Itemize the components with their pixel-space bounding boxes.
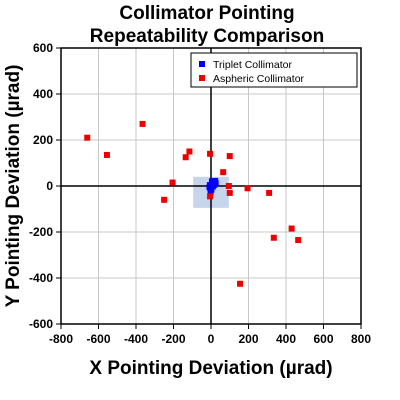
legend-box bbox=[190, 52, 358, 88]
x-tick-label: 600 bbox=[313, 332, 333, 346]
aspheric-point bbox=[161, 196, 168, 203]
aspheric-point bbox=[295, 237, 302, 244]
aspheric-point bbox=[220, 169, 227, 176]
y-axis-label: Y Pointing Deviation (µrad) bbox=[3, 65, 24, 308]
aspheric-point bbox=[266, 189, 273, 196]
y-tick-label: 200 bbox=[33, 133, 53, 147]
chart-title-line-1: Collimator Pointing bbox=[119, 3, 294, 24]
y-tick-label: 0 bbox=[46, 179, 53, 193]
aspheric-point bbox=[139, 120, 146, 127]
legend-label: Aspheric Collimator bbox=[213, 73, 305, 85]
triplet-point bbox=[207, 188, 214, 195]
aspheric-point bbox=[270, 234, 277, 241]
aspheric-point bbox=[182, 154, 189, 161]
y-tick-label: -600 bbox=[29, 317, 53, 331]
x-tick-label: 200 bbox=[238, 332, 258, 346]
x-tick-label: -800 bbox=[49, 332, 73, 346]
x-tick-label: -600 bbox=[86, 332, 110, 346]
aspheric-point bbox=[226, 153, 233, 160]
x-tick-label: 0 bbox=[208, 332, 215, 346]
plot-area: -800 -600 -400 -200 0 200 400 600 800-600-400-20… bbox=[29, 41, 371, 346]
aspheric-point bbox=[186, 148, 193, 155]
legend-marker bbox=[199, 75, 205, 81]
legend-marker bbox=[199, 61, 205, 67]
triplet-point bbox=[212, 177, 219, 184]
x-tick-label: -400 bbox=[124, 332, 148, 346]
aspheric-point bbox=[225, 183, 232, 189]
aspheric-point bbox=[103, 151, 110, 158]
aspheric-point bbox=[84, 134, 91, 141]
y-tick-label: 600 bbox=[33, 41, 53, 55]
aspheric-point bbox=[288, 225, 295, 232]
x-tick-label: -200 bbox=[161, 332, 185, 346]
legend-label: Triplet Collimator bbox=[213, 59, 292, 71]
triplet-point bbox=[211, 181, 218, 188]
aspheric-point bbox=[226, 189, 233, 196]
aspheric-point bbox=[237, 280, 244, 287]
aspheric-point bbox=[244, 185, 251, 192]
aspheric-point bbox=[207, 193, 214, 200]
aspheric-point bbox=[169, 179, 176, 186]
x-tick-label: 400 bbox=[276, 332, 296, 346]
legend: Triplet Collimator Aspheric Collimator bbox=[190, 52, 358, 88]
y-tick-label: -200 bbox=[29, 225, 53, 239]
y-tick-label: 400 bbox=[33, 87, 53, 101]
y-tick-label: -400 bbox=[29, 271, 53, 285]
x-tick-label: 800 bbox=[351, 332, 371, 346]
aspheric-point bbox=[207, 150, 214, 157]
chart-title-line-2: Repeatability Comparison bbox=[90, 26, 324, 47]
x-axis-label: X Pointing Deviation (µrad) bbox=[89, 358, 332, 379]
